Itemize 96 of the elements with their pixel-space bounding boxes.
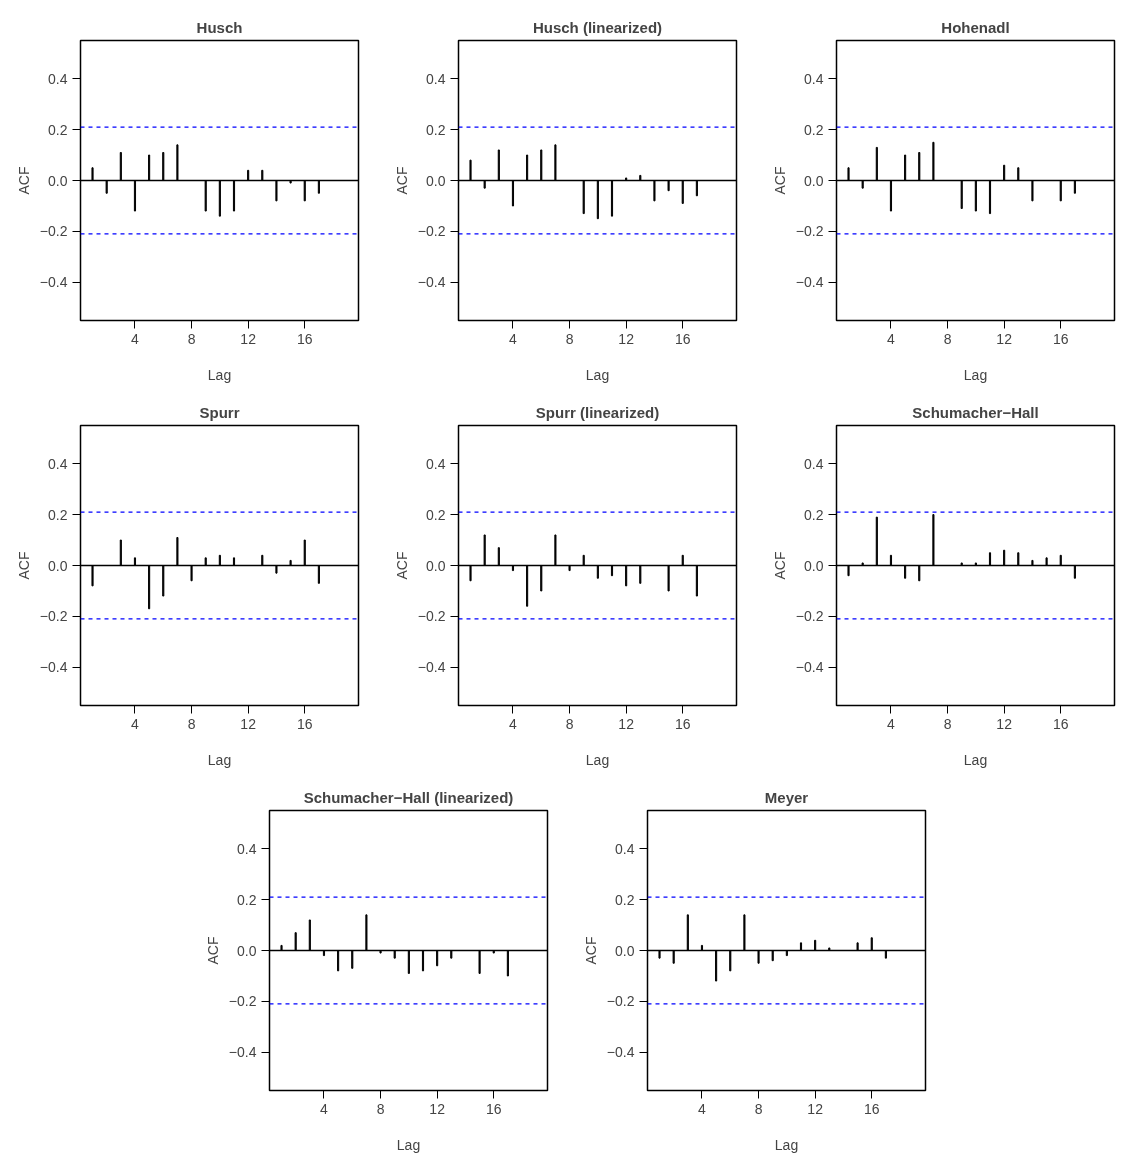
x-tick-label: 16 [296,330,313,347]
y-tick-label: 0.2 [426,506,446,523]
y-tick-label: 0.2 [804,506,824,523]
y-tick-label: −0.4 [417,659,446,676]
y-tick-label: 0.2 [615,891,635,908]
x-tick-label: 12 [618,715,635,732]
x-tick-label: 16 [674,715,691,732]
y-tick-label: −0.4 [39,274,68,291]
y-tick-label: −0.2 [417,608,446,625]
y-tick-label: −0.2 [228,993,257,1010]
x-tick-label: 8 [943,330,952,347]
x-tick-label: 8 [376,1100,385,1117]
x-axis-title: Lag [585,366,610,383]
x-axis-title: Lag [963,751,988,768]
x-tick-label: 12 [240,715,257,732]
y-tick-label: 0.4 [48,70,68,87]
x-tick-label: 4 [509,330,518,347]
y-tick-label: 0.0 [48,557,68,574]
y-tick-label: −0.4 [606,1044,635,1061]
y-tick-label: 0.0 [426,172,446,189]
y-axis-title: ACF [204,936,221,965]
y-axis-title: ACF [15,551,32,580]
x-axis-title: Lag [963,366,988,383]
x-tick-label: 16 [674,330,691,347]
y-tick-label: −0.2 [417,223,446,240]
y-tick-label: 0.0 [237,942,257,959]
x-tick-label: 4 [887,330,896,347]
y-tick-label: 0.2 [48,121,68,138]
x-tick-label: 16 [863,1100,880,1117]
y-tick-label: 0.0 [426,557,446,574]
y-tick-label: −0.2 [39,223,68,240]
x-tick-label: 16 [485,1100,502,1117]
x-tick-label: 12 [618,330,635,347]
chart-title: Husch (linearized) [532,18,663,36]
y-tick-label: −0.4 [795,274,824,291]
y-tick-label: −0.2 [606,993,635,1010]
x-tick-label: 12 [996,715,1013,732]
x-tick-label: 4 [698,1100,707,1117]
x-tick-label: 16 [1052,715,1069,732]
y-tick-label: 0.4 [48,455,68,472]
y-tick-label: 0.4 [804,455,824,472]
y-tick-label: 0.4 [426,455,446,472]
x-tick-label: 12 [807,1100,824,1117]
x-tick-label: 8 [754,1100,763,1117]
x-tick-label: 4 [131,715,140,732]
x-tick-label: 16 [1052,330,1069,347]
y-tick-label: 0.4 [615,840,635,857]
y-axis-title: ACF [771,551,788,580]
x-tick-label: 16 [296,715,313,732]
y-axis-title: ACF [15,166,32,195]
y-tick-label: 0.4 [426,70,446,87]
y-tick-label: −0.2 [39,608,68,625]
x-tick-label: 12 [429,1100,446,1117]
x-axis-title: Lag [207,751,232,768]
x-axis-title: Lag [207,366,232,383]
x-axis-title: Lag [774,1136,799,1153]
chart-title: Schumacher−Hall (linearized) [303,788,514,806]
x-tick-label: 4 [320,1100,329,1117]
x-tick-label: 4 [887,715,896,732]
y-tick-label: −0.4 [417,274,446,291]
y-tick-label: −0.4 [228,1044,257,1061]
y-axis-title: ACF [393,166,410,195]
y-axis-title: ACF [393,551,410,580]
chart-title: Meyer [764,788,809,806]
x-tick-label: 8 [187,330,196,347]
chart-title: Spurr (linearized) [535,403,660,421]
y-axis-title: ACF [771,166,788,195]
y-tick-label: 0.0 [615,942,635,959]
x-tick-label: 4 [131,330,140,347]
y-tick-label: −0.2 [795,223,824,240]
y-tick-label: −0.4 [795,659,824,676]
y-tick-label: −0.2 [795,608,824,625]
x-tick-label: 8 [565,330,574,347]
y-tick-label: 0.0 [48,172,68,189]
chart-title: Hohenadl [941,18,1010,36]
y-tick-label: −0.4 [39,659,68,676]
chart-title: Husch [196,18,243,36]
x-tick-label: 12 [996,330,1013,347]
x-axis-title: Lag [396,1136,421,1153]
x-tick-label: 8 [187,715,196,732]
x-tick-label: 12 [240,330,257,347]
x-tick-label: 8 [943,715,952,732]
chart-title: Spurr [199,403,240,421]
x-tick-label: 4 [509,715,518,732]
y-tick-label: 0.2 [237,891,257,908]
chart-title: Schumacher−Hall [912,403,1039,421]
y-tick-label: 0.4 [804,70,824,87]
y-tick-label: 0.0 [804,557,824,574]
x-tick-label: 8 [565,715,574,732]
y-tick-label: 0.2 [48,506,68,523]
x-axis-title: Lag [585,751,610,768]
y-tick-label: 0.2 [426,121,446,138]
y-tick-label: 0.4 [237,840,257,857]
y-tick-label: 0.0 [804,172,824,189]
y-tick-label: 0.2 [804,121,824,138]
y-axis-title: ACF [582,936,599,965]
